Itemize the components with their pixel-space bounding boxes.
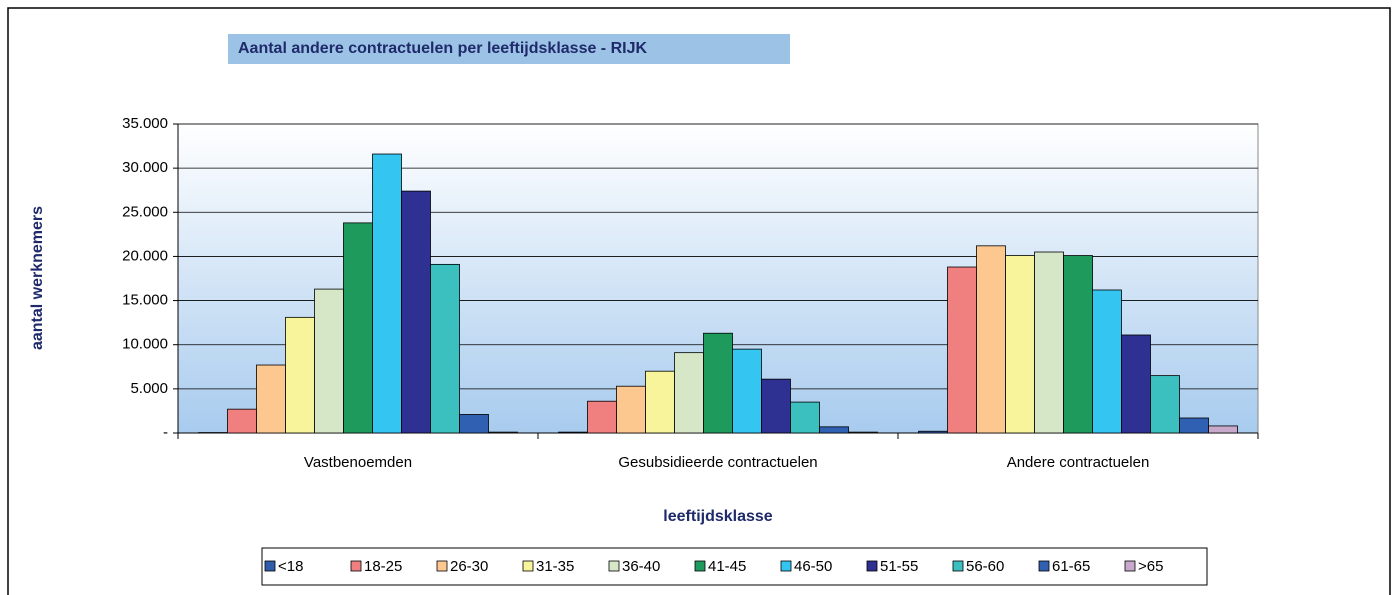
bar: [459, 414, 489, 434]
bar: [1179, 417, 1209, 434]
legend-swatch: [866, 560, 878, 572]
frame: [7, 7, 1391, 595]
legend-label: 51-55: [880, 558, 918, 575]
legend-swatch: [350, 560, 362, 572]
legend-swatch: [694, 560, 706, 572]
bar: [372, 153, 402, 434]
bar: [1208, 425, 1238, 434]
bar: [761, 378, 791, 434]
x-axis-label: leeftijdsklasse: [663, 508, 773, 525]
bar: [918, 430, 948, 434]
y-tick-label: 15.000: [122, 292, 168, 309]
bar: [976, 245, 1006, 434]
x-tick-label: Vastbenoemden: [304, 454, 412, 471]
y-tick-label: 25.000: [122, 203, 168, 220]
y-tick-label: 35.000: [122, 115, 168, 132]
legend-label: >65: [1138, 558, 1163, 575]
bar: [947, 266, 977, 434]
legend-swatch: [436, 560, 448, 572]
y-tick-label: 30.000: [122, 159, 168, 176]
bar: [674, 352, 704, 434]
legend-label: 41-45: [708, 558, 746, 575]
y-tick-label: 10.000: [122, 336, 168, 353]
bar: [401, 190, 431, 434]
bar: [616, 385, 646, 434]
bar: [314, 288, 344, 434]
x-tick-label: Gesubsidieerde contractuelen: [618, 454, 817, 471]
legend-label: 46-50: [794, 558, 832, 575]
x-tick-label: Andere contractuelen: [1007, 454, 1150, 471]
bar: [558, 431, 588, 434]
title-box: [228, 34, 790, 64]
legend-label: 61-65: [1052, 558, 1090, 575]
bar: [285, 316, 315, 434]
bar: [430, 263, 460, 434]
legend-label: 26-30: [450, 558, 488, 575]
y-axis-label: aantal werknemers: [29, 206, 46, 350]
bar: [343, 222, 373, 434]
bar: [848, 431, 878, 434]
y-tick-label: 20.000: [122, 247, 168, 264]
legend-swatch: [780, 560, 792, 572]
legend-swatch: [522, 560, 534, 572]
bar: [1150, 375, 1180, 434]
bar: [1005, 255, 1035, 434]
bar: [1034, 251, 1064, 434]
legend-swatch: [1038, 560, 1050, 572]
y-tick-label: -: [163, 424, 168, 441]
bar: [227, 408, 257, 434]
legend-label: 56-60: [966, 558, 1004, 575]
legend-swatch: [1124, 560, 1136, 572]
bar: [645, 370, 675, 434]
bar: [587, 400, 617, 434]
chart-title: Aantal andere contractuelen per leeftijd…: [238, 40, 647, 57]
y-tick-label: 5.000: [130, 380, 168, 397]
bar: [256, 364, 286, 434]
bar: [1063, 255, 1093, 434]
legend-box: [261, 547, 1208, 586]
bar: [488, 431, 518, 434]
legend-swatch: [264, 560, 276, 572]
bar: [732, 348, 762, 434]
bar: [1092, 289, 1122, 434]
legend-label: <18: [278, 558, 303, 575]
legend-label: 18-25: [364, 558, 402, 575]
bar: [703, 332, 733, 434]
bar: [1121, 334, 1151, 434]
bar: [819, 426, 849, 434]
legend-swatch: [952, 560, 964, 572]
legend-swatch: [608, 560, 620, 572]
legend-label: 31-35: [536, 558, 574, 575]
bar: [790, 401, 820, 434]
legend-label: 36-40: [622, 558, 660, 575]
